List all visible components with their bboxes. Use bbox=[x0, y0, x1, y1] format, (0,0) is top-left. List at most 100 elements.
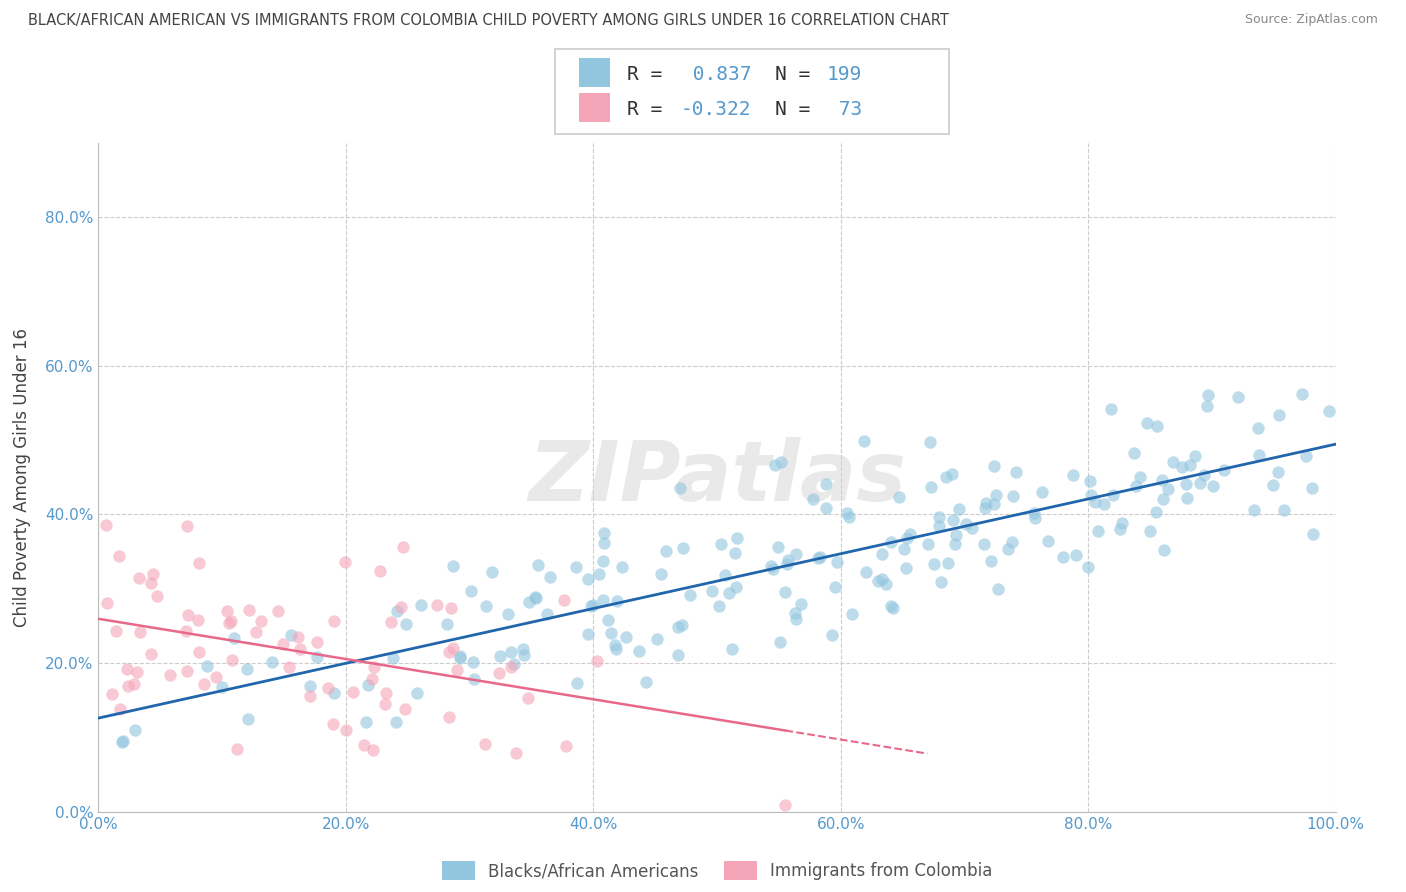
Point bbox=[586, 654, 609, 668]
Point bbox=[385, 604, 408, 618]
Point bbox=[159, 668, 181, 682]
Point bbox=[374, 697, 396, 711]
Point bbox=[361, 672, 384, 686]
Point bbox=[392, 540, 415, 554]
Point bbox=[879, 534, 901, 549]
Point bbox=[825, 556, 848, 570]
Text: N =: N = bbox=[775, 65, 821, 84]
Point bbox=[1268, 409, 1291, 423]
Text: R =: R = bbox=[627, 65, 673, 84]
Point bbox=[593, 526, 616, 541]
Point bbox=[96, 596, 118, 610]
Point bbox=[128, 625, 150, 640]
Point bbox=[112, 733, 135, 747]
Point bbox=[997, 542, 1019, 557]
Point bbox=[592, 593, 614, 607]
Point bbox=[896, 531, 918, 545]
Text: N =: N = bbox=[775, 100, 821, 120]
Point bbox=[962, 521, 984, 535]
Point bbox=[614, 631, 637, 645]
Point bbox=[298, 680, 321, 694]
Point bbox=[936, 556, 959, 570]
Point bbox=[1195, 399, 1218, 413]
Point bbox=[517, 595, 540, 609]
Point bbox=[395, 616, 418, 631]
Point bbox=[820, 628, 842, 642]
Point bbox=[720, 641, 742, 656]
Text: 0.837: 0.837 bbox=[681, 65, 751, 84]
Point bbox=[776, 557, 799, 571]
Legend: Blacks/African Americans, Immigrants from Colombia: Blacks/African Americans, Immigrants fro… bbox=[441, 861, 993, 880]
Point bbox=[298, 689, 321, 703]
Point bbox=[474, 737, 496, 751]
Point bbox=[824, 580, 846, 594]
Point bbox=[928, 510, 950, 524]
Point bbox=[785, 547, 807, 561]
Point bbox=[205, 670, 228, 684]
Point bbox=[323, 614, 346, 628]
Point bbox=[841, 607, 863, 621]
Point bbox=[446, 663, 468, 677]
Point bbox=[1175, 476, 1198, 491]
Point bbox=[1267, 465, 1289, 479]
Point bbox=[1163, 455, 1185, 469]
Text: 199: 199 bbox=[827, 65, 862, 84]
Point bbox=[921, 480, 943, 494]
Point bbox=[600, 625, 623, 640]
Point bbox=[866, 574, 889, 588]
Point bbox=[307, 649, 329, 664]
Point bbox=[122, 676, 145, 690]
Point bbox=[785, 612, 807, 626]
Point bbox=[1022, 506, 1045, 520]
Point bbox=[666, 620, 689, 634]
Point bbox=[426, 598, 449, 612]
Point bbox=[650, 566, 672, 581]
Point bbox=[766, 540, 789, 554]
Point bbox=[1150, 473, 1173, 487]
Point bbox=[382, 651, 405, 665]
Point bbox=[983, 497, 1005, 511]
Point bbox=[238, 603, 260, 617]
Point bbox=[553, 592, 575, 607]
Point bbox=[488, 665, 510, 680]
Point bbox=[948, 502, 970, 516]
Point bbox=[176, 664, 198, 678]
Point bbox=[882, 601, 904, 615]
Point bbox=[323, 686, 346, 700]
Point bbox=[1152, 492, 1174, 507]
Point bbox=[1261, 477, 1284, 491]
Text: BLACK/AFRICAN AMERICAN VS IMMIGRANTS FROM COLOMBIA CHILD POVERTY AMONG GIRLS UND: BLACK/AFRICAN AMERICAN VS IMMIGRANTS FRO… bbox=[28, 13, 949, 29]
Point bbox=[187, 613, 209, 627]
Point bbox=[195, 659, 218, 673]
Point bbox=[678, 588, 700, 602]
Point bbox=[287, 630, 309, 644]
Point bbox=[554, 739, 576, 754]
Point bbox=[980, 554, 1002, 568]
Point bbox=[941, 467, 963, 482]
Point bbox=[606, 593, 628, 607]
Text: ZIPatlas: ZIPatlas bbox=[529, 437, 905, 517]
Point bbox=[517, 690, 540, 705]
Point bbox=[177, 608, 200, 623]
Point bbox=[759, 559, 782, 574]
Point bbox=[215, 604, 238, 618]
Point bbox=[1302, 527, 1324, 541]
Point bbox=[576, 627, 599, 641]
Point bbox=[489, 649, 512, 664]
Point bbox=[605, 642, 627, 657]
Point bbox=[714, 567, 737, 582]
Point bbox=[935, 470, 957, 484]
Point bbox=[1136, 416, 1159, 430]
Text: -0.322: -0.322 bbox=[681, 100, 751, 120]
Point bbox=[1005, 465, 1028, 479]
Point bbox=[666, 648, 689, 662]
Point bbox=[1272, 503, 1295, 517]
Point bbox=[524, 591, 547, 605]
Point bbox=[835, 506, 858, 520]
Point bbox=[440, 601, 463, 615]
Point bbox=[221, 653, 243, 667]
Point bbox=[1247, 421, 1270, 435]
Point bbox=[838, 510, 860, 524]
Point bbox=[475, 599, 498, 613]
Point bbox=[1125, 479, 1147, 493]
